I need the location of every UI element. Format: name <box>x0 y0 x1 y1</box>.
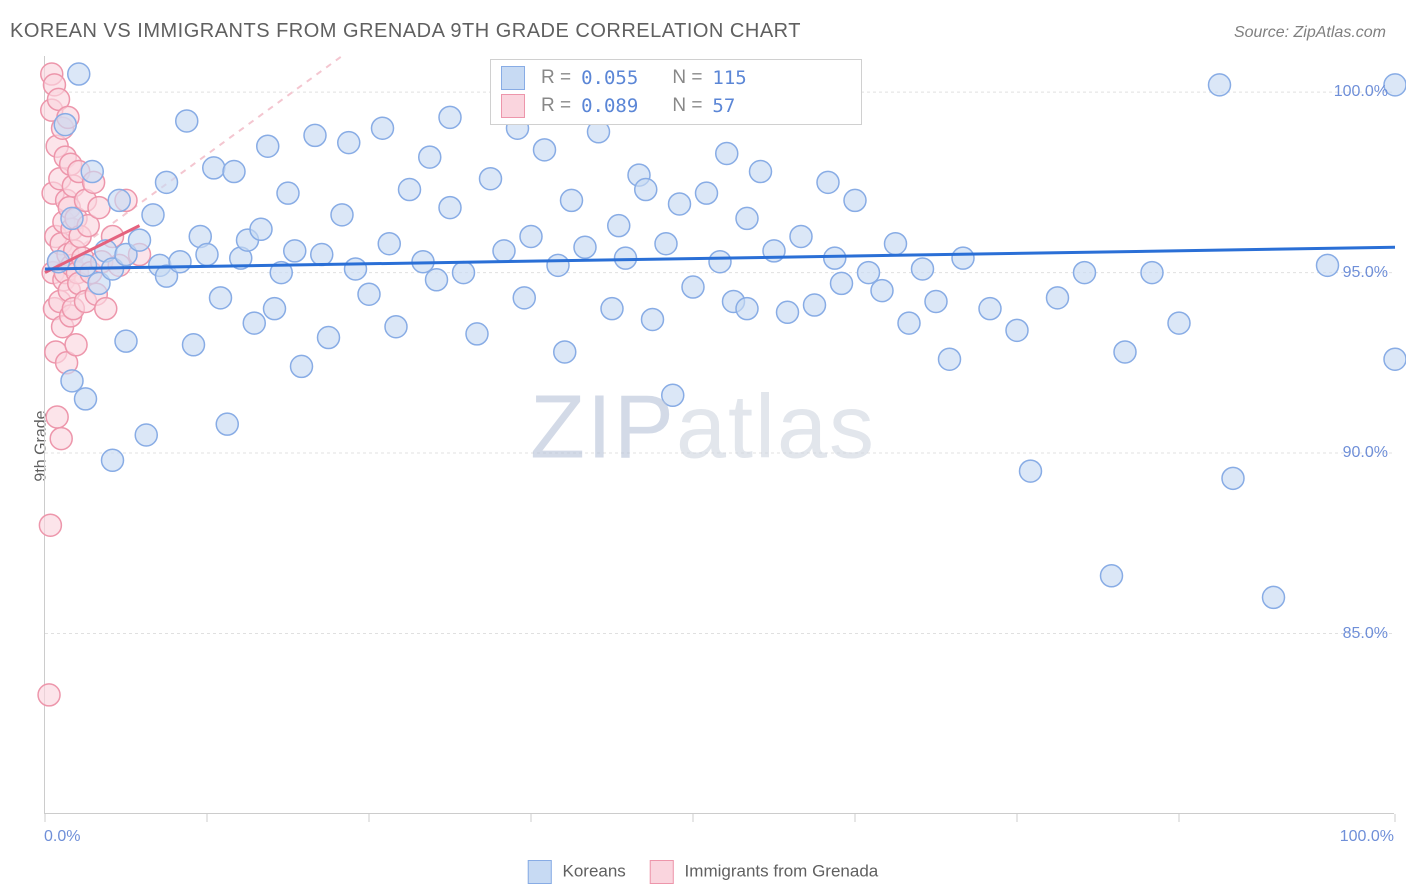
n-label: N = <box>672 95 702 117</box>
legend-label: Koreans <box>562 861 625 880</box>
ytick-label: 85.0% <box>1343 625 1388 643</box>
r-value: 0.089 <box>581 95 638 117</box>
ytick-label: 90.0% <box>1343 444 1388 462</box>
legend-label: Immigrants from Grenada <box>685 861 879 880</box>
stats-row-koreans: R = 0.055 N = 115 <box>501 64 851 92</box>
ytick-label: 100.0% <box>1334 83 1388 101</box>
swatch-blue <box>501 66 525 90</box>
r-label: R = <box>541 67 571 89</box>
n-label: N = <box>672 67 702 89</box>
n-value: 57 <box>712 95 735 117</box>
legend-bottom: Koreans Immigrants from Grenada <box>528 860 878 884</box>
source-label: Source: ZipAtlas.com <box>1234 24 1386 42</box>
r-value: 0.055 <box>581 67 638 89</box>
swatch-pink <box>501 94 525 118</box>
swatch-pink <box>650 860 674 884</box>
plot-area <box>44 56 1394 814</box>
xtick-label: 0.0% <box>44 828 80 846</box>
xtick-label: 100.0% <box>1340 828 1394 846</box>
stats-box: R = 0.055 N = 115 R = 0.089 N = 57 <box>490 59 862 125</box>
legend-item-koreans: Koreans <box>528 860 626 884</box>
scatter-svg <box>45 56 1394 813</box>
legend-item-grenada: Immigrants from Grenada <box>650 860 878 884</box>
chart-title: KOREAN VS IMMIGRANTS FROM GRENADA 9TH GR… <box>10 20 801 43</box>
swatch-blue <box>528 860 552 884</box>
n-value: 115 <box>712 67 746 89</box>
stats-row-grenada: R = 0.089 N = 57 <box>501 92 851 120</box>
r-label: R = <box>541 95 571 117</box>
ytick-label: 95.0% <box>1343 264 1388 282</box>
